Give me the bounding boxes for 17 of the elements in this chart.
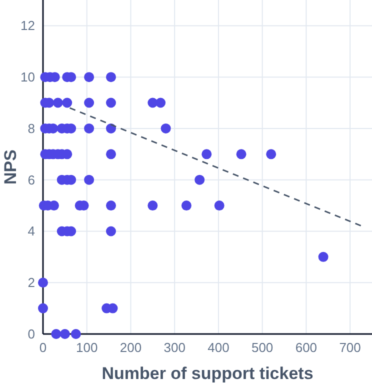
x-axis-title: Number of support tickets xyxy=(102,364,314,383)
y-tick-label: 4 xyxy=(28,224,35,239)
y-axis-title: NPS xyxy=(1,150,20,184)
x-tick-label: 600 xyxy=(295,340,318,355)
x-tick-label: 400 xyxy=(208,340,230,355)
y-tick-label: 8 xyxy=(28,120,35,136)
y-tick-label: 0 xyxy=(28,326,35,342)
y-tick-label: 2 xyxy=(28,275,35,290)
x-tick-label: 0 xyxy=(39,340,47,355)
x-tick-label: 700 xyxy=(339,340,361,355)
y-tick-label: 6 xyxy=(28,172,35,188)
y-tick-label: 12 xyxy=(20,18,35,34)
x-tick-label: 300 xyxy=(164,340,186,355)
y-tick-label: 10 xyxy=(20,70,35,85)
x-tick-label: 500 xyxy=(251,340,274,355)
x-tick-label: 100 xyxy=(76,340,98,355)
x-tick-label: 200 xyxy=(120,340,142,355)
